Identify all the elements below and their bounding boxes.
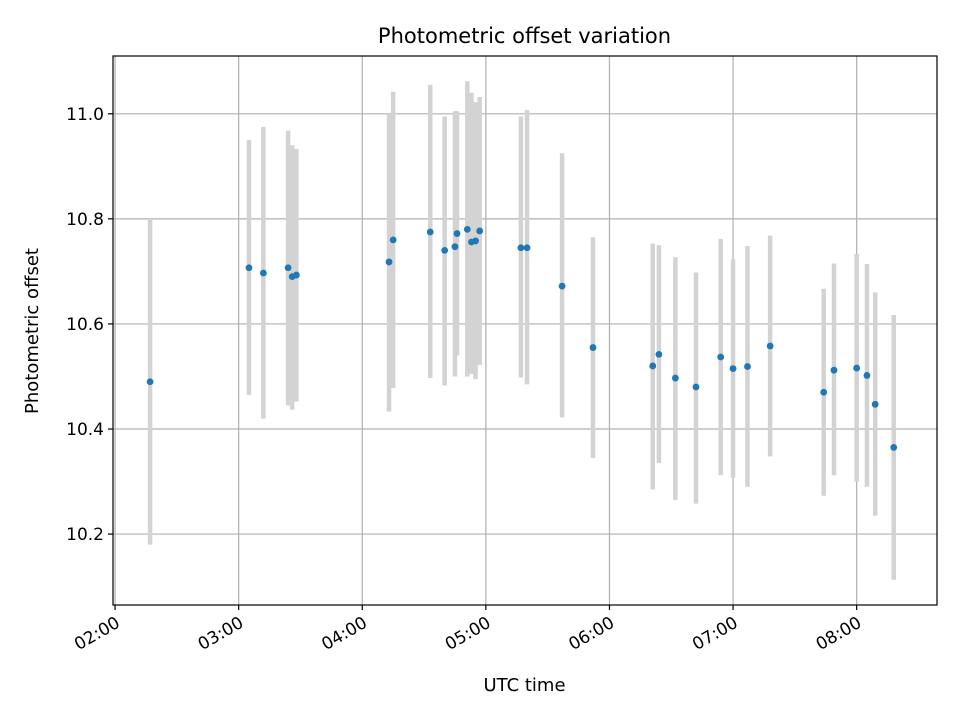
- y-tick-label: 10.2: [66, 525, 104, 545]
- data-point: [463, 225, 471, 233]
- data-point: [292, 271, 300, 279]
- data-point: [744, 363, 751, 370]
- data-point: [385, 258, 393, 266]
- data-point: [476, 227, 484, 235]
- y-tick-label: 10.8: [66, 210, 104, 230]
- data-point: [245, 264, 253, 272]
- x-axis-label: UTC time: [483, 675, 565, 696]
- y-tick-label: 11.0: [66, 105, 104, 125]
- plot-area-frame: [112, 55, 938, 606]
- data-point: [389, 236, 397, 244]
- data-point: [655, 351, 663, 358]
- data-point: [717, 353, 725, 361]
- data-point: [259, 269, 267, 277]
- data-point: [453, 230, 461, 237]
- data-point: [441, 246, 449, 254]
- data-point: [558, 282, 566, 290]
- y-axis-ticks: 10.2 10.4 10.6 10.8 11.0: [66, 105, 113, 545]
- data-point: [766, 342, 774, 350]
- chart-title: Photometric offset variation: [378, 24, 671, 48]
- y-tick-label: 10.6: [66, 315, 104, 335]
- data-point: [671, 374, 679, 382]
- data-point: [890, 443, 898, 451]
- data-point: [830, 366, 838, 374]
- data-point: [451, 243, 459, 251]
- y-axis-label: Photometric offset: [22, 248, 43, 414]
- data-point: [589, 344, 597, 351]
- data-point: [853, 364, 861, 372]
- data-point: [146, 378, 154, 386]
- data-point: [729, 365, 737, 372]
- data-point: [863, 372, 871, 379]
- data-point: [649, 362, 657, 370]
- data-point: [523, 244, 531, 252]
- data-points: [146, 225, 898, 451]
- data-point: [820, 388, 828, 396]
- data-point: [871, 400, 879, 408]
- data-point: [472, 237, 479, 245]
- data-point: [517, 244, 525, 252]
- data-point: [426, 228, 434, 236]
- data-point: [692, 383, 700, 391]
- y-tick-label: 10.4: [66, 420, 104, 440]
- data-point: [284, 264, 292, 272]
